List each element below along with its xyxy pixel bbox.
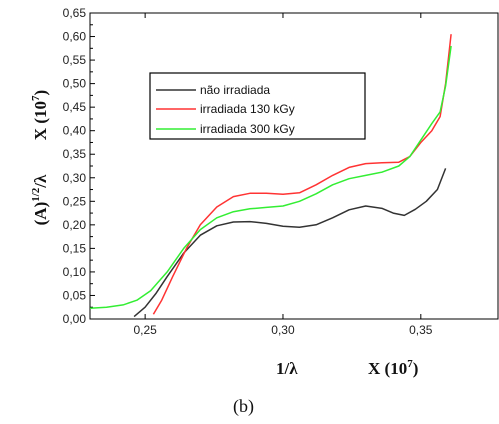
y-tick-label: 0,60	[63, 30, 87, 44]
y-tick-label: 0,30	[63, 171, 87, 185]
x-axis-title-right-main: X (10	[368, 359, 407, 378]
legend-label-nao-irradiada: não irradiada	[200, 83, 270, 97]
y-axis-title-top-main: X (10	[31, 101, 50, 140]
y-axis-title-bottom-sup: 1/2	[30, 187, 42, 202]
y-axis-title-top-close: )	[31, 90, 50, 96]
y-tick-label: 0,40	[63, 124, 87, 138]
plot-frame	[89, 12, 499, 320]
legend-label-irradiada-130: irradiada 130 kGy	[200, 102, 295, 116]
legend-box	[149, 72, 366, 140]
y-tick-label: 0,50	[63, 77, 87, 91]
figure-caption: (b)	[233, 396, 254, 417]
y-tick-label: 0,20	[63, 218, 87, 232]
series-line-2	[89, 45, 452, 309]
y-tick-label: 0,10	[63, 265, 87, 279]
y-tick-label: 0,35	[63, 147, 87, 161]
y-tick-label: 0,15	[63, 241, 87, 255]
x-axis-title-right: X (107)	[368, 358, 418, 378]
x-axis-title-right-sup: 7	[407, 358, 413, 370]
series-line-1	[152, 34, 452, 315]
y-tick-label: 0,45	[63, 100, 87, 114]
series-layer	[89, 34, 452, 318]
y-axis-title-top: X (107)	[30, 90, 50, 140]
x-axis-title-left: 1/λ	[276, 359, 298, 378]
y-axis-ticks: 0,00 0,05 0,10 0,15 0,20 0,25 0,30 0,35 0,40 0,45…	[63, 6, 95, 326]
y-tick-label: 0,55	[63, 53, 87, 67]
y-axis-title-bottom: (A)1/2/λ	[30, 174, 50, 225]
x-axis-title-right-close: )	[413, 359, 419, 378]
y-tick-label: 0,00	[63, 312, 87, 326]
y-tick-label: 0,65	[63, 6, 87, 20]
legend-label-irradiada-300: irradiada 300 kGy	[200, 122, 295, 136]
series-line-0	[133, 168, 447, 318]
x-axis-ticks: 0,25 0,30 0,35	[133, 13, 433, 337]
y-tick-label: 0,25	[63, 194, 87, 208]
x-tick-label: 0,35	[409, 323, 433, 337]
x-tick-label: 0,25	[133, 323, 157, 337]
legend: não irradiada irradiada 130 kGy irradiad…	[149, 72, 366, 140]
y-axis-title-bottom-main: (A)	[31, 202, 50, 226]
y-axis-title-top-sup: 7	[30, 95, 42, 101]
y-tick-label: 0,05	[63, 288, 87, 302]
x-tick-label: 0,30	[271, 323, 295, 337]
y-axis-title-bottom-tail: /λ	[31, 174, 50, 189]
